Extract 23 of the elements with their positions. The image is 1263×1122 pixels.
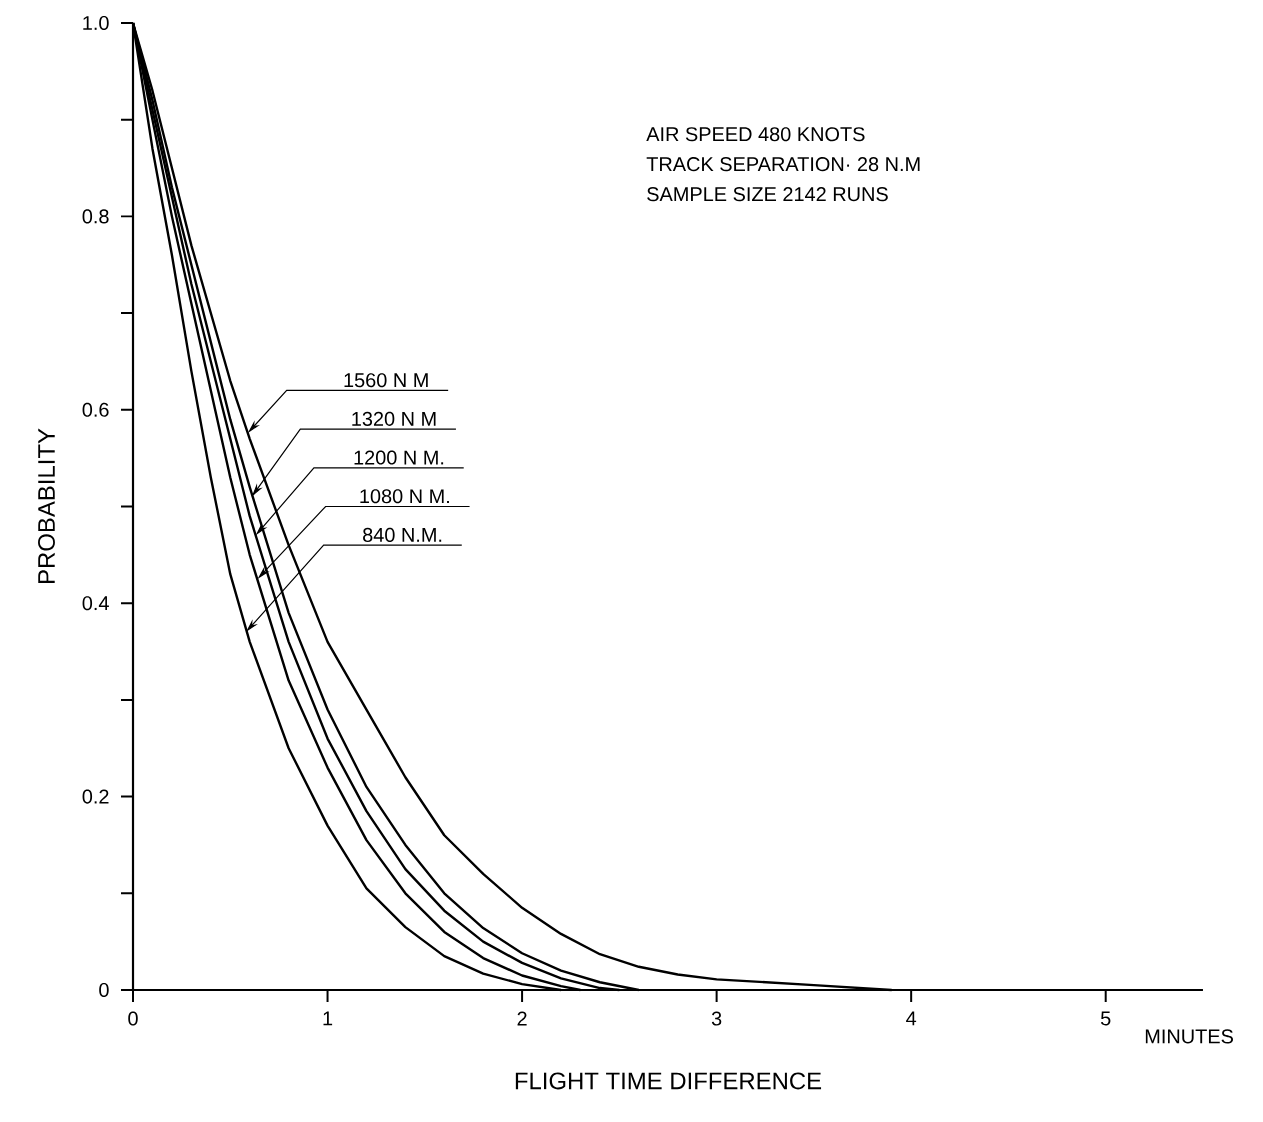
annotation: TRACK SEPARATION· 28 N.M: [646, 157, 920, 172]
text: MINUTES: [1145, 1029, 1233, 1044]
y-axis-title: PROBABILITY: [38, 428, 55, 583]
x-tick-label: 5: [1100, 1011, 1111, 1026]
y-tick-label: 0.2: [82, 789, 109, 804]
annotation: 1080 N M.: [360, 489, 449, 504]
x-tick-label: 0: [128, 1011, 138, 1026]
y-tick-label: 0.8: [82, 209, 109, 224]
y-tick-label: 0.4: [82, 596, 109, 611]
annotation: 1320 N M: [352, 411, 436, 426]
x-tick-label: 2: [517, 1011, 527, 1026]
x-tick-label: 4: [906, 1011, 917, 1026]
annotation: 1200 N M.: [354, 450, 444, 465]
y-tick-label: 0: [99, 982, 109, 998]
x-axis-title: FLIGHT TIME DIFFERENCE: [515, 1072, 822, 1090]
y-tick-label: 0.6: [82, 402, 109, 417]
annotation: 1560 N M: [344, 373, 428, 388]
annotation: SAMPLE SIZE 2142 RUNS: [647, 187, 888, 202]
x-tick-label: 3: [711, 1011, 722, 1026]
x-tick-label: 1: [323, 1011, 333, 1026]
annotation: AIR SPEED 480 KNOTS: [646, 127, 865, 142]
y-tick-label: 1.0: [83, 15, 109, 31]
annotation: 840 N.M.: [363, 527, 442, 542]
